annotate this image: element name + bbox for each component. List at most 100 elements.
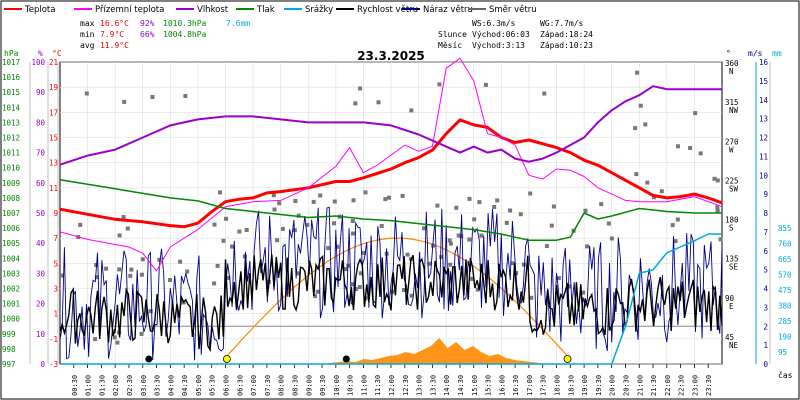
axis-ms-tick: 12 — [759, 134, 768, 143]
wind-direction-dot — [363, 190, 368, 195]
axis-hpa-tick: 1014 — [2, 103, 21, 112]
wind-direction-dot — [456, 233, 461, 238]
wind-direction-dot — [271, 193, 276, 198]
stat-min-temp: 7.9°C — [100, 30, 124, 39]
chart-title: 23.3.2025 — [357, 49, 425, 63]
time-tick-label: 02:00 — [112, 375, 120, 396]
time-tick-label: 18:30 — [567, 375, 575, 396]
stat-moonrise: Východ:3:13 — [472, 41, 525, 50]
axis-pct-tick: 100 — [31, 58, 45, 67]
time-tick-label: 19:00 — [581, 375, 589, 396]
axis-dir-deg-tick: 225 — [725, 176, 739, 185]
stat-avg-temp: 11.9°C — [100, 41, 129, 50]
wind-direction-dot — [93, 337, 98, 342]
wind-direction-dot — [115, 340, 120, 345]
wind-direction-dot — [121, 215, 126, 219]
axis-mm-tick: 570 — [778, 271, 792, 280]
axis-ms-tick: 15 — [759, 77, 768, 86]
axis-hpa-tick: 1009 — [2, 179, 20, 188]
wind-direction-dot — [332, 221, 336, 226]
axis-temp-tick: 9 — [53, 209, 58, 218]
axis-pct-unit: % — [38, 49, 43, 58]
wind-direction-dot — [409, 293, 414, 298]
solar-intensity-area — [322, 338, 549, 364]
wind-direction-dot — [638, 103, 643, 108]
axis-pct-tick: 90 — [36, 88, 46, 97]
wind-direction-dot — [676, 144, 680, 149]
wind-direction-dot — [60, 273, 64, 278]
wind-direction-dot — [609, 236, 614, 241]
series-line-tlak — [59, 179, 722, 241]
wind-direction-dot — [350, 219, 355, 223]
wind-direction-dot — [585, 244, 590, 249]
stat-min-label: min — [80, 30, 95, 39]
legend-label: Teplota — [24, 5, 55, 15]
axis-dir-deg-tick: 360 — [725, 59, 739, 68]
time-tick-label: 09:00 — [305, 375, 313, 396]
wind-direction-dot — [358, 86, 363, 91]
legend-label: Rychlost větru — [357, 5, 418, 15]
moonrise-marker — [145, 355, 153, 363]
wind-direction-dot — [448, 262, 453, 267]
axis-hpa-tick: 1008 — [2, 194, 21, 203]
series-line-teplota — [59, 118, 723, 229]
wind-direction-dot — [332, 199, 337, 204]
time-tick-label: 10:00 — [333, 375, 341, 396]
wind-direction-dot — [148, 309, 153, 314]
time-tick-label: 22:00 — [664, 375, 672, 396]
wind-direction-dot — [139, 272, 144, 277]
axis-hpa-tick: 1011 — [2, 149, 20, 158]
wind-direction-dot — [483, 82, 488, 87]
wind-direction-dot — [326, 246, 331, 251]
axis-dir-deg-tick: 180 — [725, 216, 739, 225]
wind-direction-dot — [292, 228, 297, 233]
time-tick-label: 14:00 — [443, 375, 451, 396]
wind-direction-dot — [305, 222, 310, 227]
time-tick-label: 16:00 — [498, 375, 506, 396]
wind-direction-dot — [296, 271, 301, 276]
stat-sunrise: Východ:06:03 — [472, 30, 530, 39]
wind-direction-dot — [670, 223, 675, 228]
time-tick-label: 10:30 — [347, 375, 355, 396]
axis-mm-tick: 190 — [778, 333, 792, 342]
axis-hpa-tick: 1005 — [2, 239, 20, 248]
time-tick-label: 03:00 — [140, 375, 148, 396]
axis-pct-tick: 30 — [36, 269, 46, 278]
time-tick-label: 15:30 — [485, 375, 493, 396]
wind-direction-dot — [313, 294, 318, 299]
axis-mm-tick: 285 — [778, 317, 792, 326]
solar-arc — [226, 237, 568, 357]
wind-direction-dot — [467, 196, 472, 201]
legend-label: Směr větru — [489, 5, 537, 15]
time-tick-label: 11:30 — [374, 375, 382, 396]
wind-direction-dot — [479, 233, 484, 238]
wind-direction-dot — [422, 226, 427, 231]
time-tick-label: 22:30 — [678, 375, 686, 396]
time-tick-label: 08:00 — [278, 375, 286, 396]
axis-ms-tick: 8 — [763, 209, 768, 218]
wind-direction-dot — [168, 278, 172, 282]
time-tick-label: 01:30 — [98, 375, 106, 396]
time-tick-label: 18:00 — [554, 375, 562, 396]
time-tick-label: 01:00 — [85, 375, 93, 396]
time-tick-label: 09:30 — [319, 375, 327, 396]
wind-gust-line — [59, 206, 723, 361]
wind-direction-dot — [221, 238, 226, 243]
time-tick-label: 20:30 — [622, 375, 630, 396]
time-tick-label: 03:30 — [154, 375, 162, 396]
wind-direction-dot — [296, 213, 301, 218]
wind-direction-dot — [645, 180, 650, 185]
wind-direction-dot — [447, 238, 452, 243]
stat-moon-label: Měsíc — [438, 41, 462, 50]
wind-direction-dot — [226, 275, 231, 280]
time-tick-label: 19:30 — [595, 375, 603, 396]
axis-temp-tick: 3 — [53, 285, 58, 294]
time-tick-label: 12:30 — [402, 375, 410, 396]
sunrise-marker — [222, 355, 231, 363]
stat-max-pressure: 1010.3hPa — [163, 19, 207, 28]
axis-hpa-tick: 1012 — [2, 134, 20, 143]
axis-ms-tick: 5 — [763, 266, 768, 275]
wind-direction-dot — [218, 190, 222, 195]
axis-mm-tick: 95 — [778, 348, 787, 357]
